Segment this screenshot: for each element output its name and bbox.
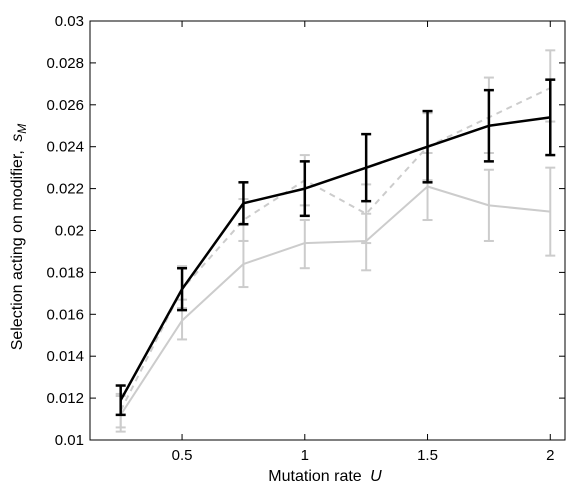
x-tick-label: 1.5 xyxy=(417,447,438,464)
y-tick-label: 0.022 xyxy=(46,181,84,198)
y-axis-label-variable: s xyxy=(9,134,26,142)
y-tick-label: 0.028 xyxy=(46,55,84,72)
error-bar xyxy=(483,88,494,163)
series-line xyxy=(119,116,551,401)
error-bar xyxy=(238,239,249,289)
x-axis-label-text: Mutation rate xyxy=(268,468,361,485)
y-tick-label: 0.03 xyxy=(55,13,84,30)
y-axis-label-text: Selection acting on modifier, xyxy=(9,150,26,350)
series-line xyxy=(119,185,551,416)
series-1 xyxy=(115,151,556,433)
error-bar xyxy=(361,132,372,203)
y-tick-label: 0.026 xyxy=(46,97,84,114)
series-3 xyxy=(115,78,556,417)
plot-border xyxy=(89,20,566,441)
series-line xyxy=(119,87,551,412)
error-bar xyxy=(545,166,556,257)
x-axis-label: Mutation rate U xyxy=(268,468,382,485)
axis-ticks: 0.5 1 1.5 2 0.01 0.012 0.014 0.016 0.018 0.02 0.02… xyxy=(46,13,565,464)
x-tick-label: 1 xyxy=(301,447,309,464)
error-bar xyxy=(545,78,556,157)
x-axis-label-variable: U xyxy=(370,468,382,485)
y-axis-label-subscript: M xyxy=(15,124,29,134)
y-tick-label: 0.024 xyxy=(46,139,84,156)
y-tick-label: 0.012 xyxy=(46,390,84,407)
y-tick-label: 0.014 xyxy=(46,348,84,365)
error-bar xyxy=(115,384,126,417)
x-tick-label: 2 xyxy=(546,447,554,464)
error-bar xyxy=(299,160,310,218)
y-tick-label: 0.016 xyxy=(46,306,84,323)
error-bar xyxy=(422,109,433,184)
error-bar xyxy=(299,219,310,270)
y-tick-label: 0.018 xyxy=(46,264,84,281)
y-axis-label: Selection acting on modifier, sM xyxy=(9,124,29,351)
error-bar xyxy=(177,266,188,312)
plot-frame xyxy=(89,20,566,441)
y-tick-label: 0.02 xyxy=(55,223,84,240)
error-bar xyxy=(238,181,249,226)
series-layer xyxy=(115,49,556,433)
y-tick-label: 0.01 xyxy=(55,432,84,449)
error-bar xyxy=(483,168,494,242)
x-tick-label: 0.5 xyxy=(172,447,193,464)
